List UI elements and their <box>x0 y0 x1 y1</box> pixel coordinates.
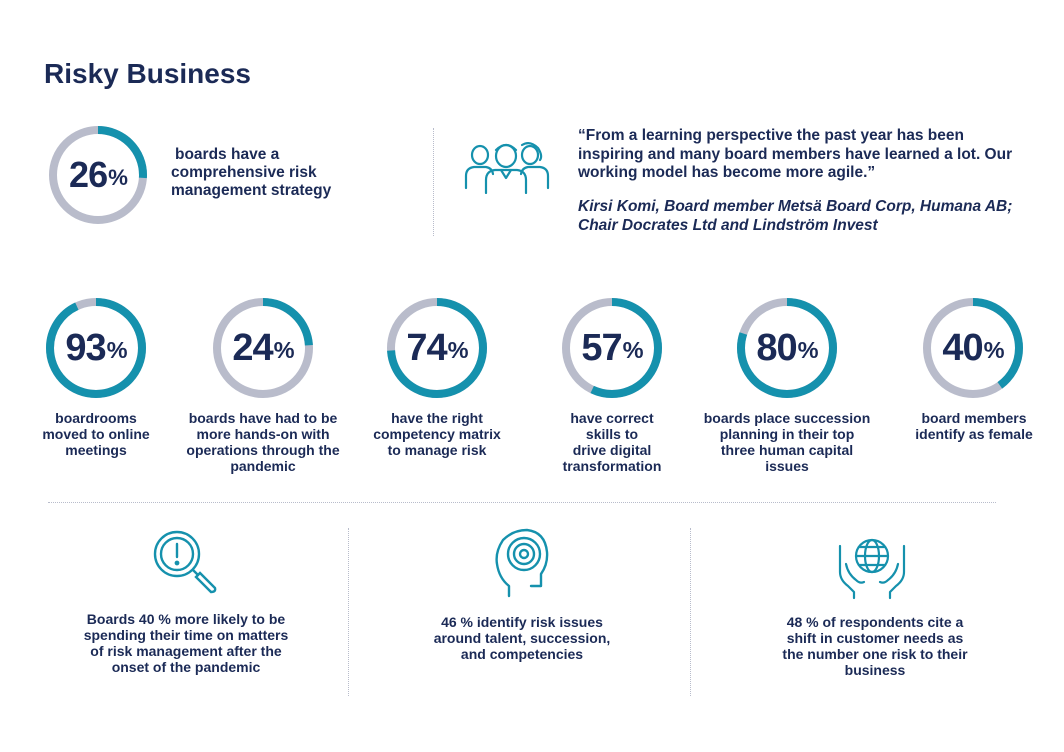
label-line: identify as female <box>915 426 1033 442</box>
label-line: meetings <box>65 442 127 458</box>
label-line: 48 % of respondents cite a <box>786 614 964 630</box>
percent-value: 93 <box>65 327 106 369</box>
percent-value: 26 <box>69 154 108 195</box>
label-line: have correct <box>570 410 654 426</box>
stat-label: boards place succession planning in thei… <box>692 410 882 474</box>
stat-ring: 40% <box>923 298 1023 398</box>
label-line: boardrooms <box>55 410 137 426</box>
label-line: around talent, succession, <box>433 630 611 646</box>
page-title: Risky Business <box>44 58 251 89</box>
percent-sign: % <box>622 337 644 364</box>
label-line: moved to online <box>42 426 150 442</box>
label-line: the number one risk to their <box>782 646 968 662</box>
label-line: more hands-on with <box>196 426 330 442</box>
ring-progress-arc <box>737 298 837 398</box>
head-target-icon <box>491 528 551 598</box>
team-people-icon <box>462 136 552 194</box>
label-line: boards have a <box>175 146 280 163</box>
label-line: of risk management after the <box>90 643 282 659</box>
percent-value: 80 <box>756 327 797 369</box>
stat-label: board members identify as female <box>898 410 1050 442</box>
percent-value: 57 <box>581 327 622 369</box>
stat-ring: 93% <box>46 298 146 398</box>
ring-progress-arc <box>46 298 146 398</box>
percent-sign: % <box>106 337 128 364</box>
label-line: shift in customer needs as <box>786 630 964 646</box>
label-line: skills to <box>585 426 639 442</box>
label-line: business <box>844 662 906 678</box>
ring-progress-arc <box>387 298 487 398</box>
ring-graphic <box>213 298 313 398</box>
label-line: comprehensive risk <box>171 164 317 181</box>
percent-value: 24 <box>232 327 273 369</box>
label-line: pandemic <box>230 458 296 474</box>
stat-label: have the right competency matrix to mana… <box>357 410 517 458</box>
label-line: management strategy <box>171 182 332 199</box>
quote-attribution: Kirsi Komi, Board member Metsä Board Cor… <box>578 198 1013 234</box>
bottom-fact: Boards 40 % more likely to be spending t… <box>66 611 306 675</box>
ring-graphic <box>387 298 487 398</box>
ring-progress-arc <box>213 298 313 398</box>
stat-ring: 74% <box>387 298 487 398</box>
stat-ring: 57% <box>562 298 662 398</box>
ring-progress-arc <box>923 298 1023 398</box>
label-line: board members <box>921 410 1027 426</box>
magnifier-exclamation-icon <box>149 526 221 598</box>
label-line: operations through the <box>186 442 340 458</box>
quote-text: “From a learning perspective the past ye… <box>578 127 1013 181</box>
stat-label: boardrooms moved to online meetings <box>16 410 176 458</box>
label-line: spending their time on matters <box>83 627 289 643</box>
stat-label: boards have had to be more hands-on with… <box>168 410 358 474</box>
label-line: 46 % identify risk issues <box>441 614 603 630</box>
stat-label: have correct skills to drive digital tra… <box>532 410 692 474</box>
percent-value: 40 <box>942 327 983 369</box>
ring-graphic <box>46 298 146 398</box>
label-line: have the right <box>391 410 483 426</box>
label-line: boards place succession <box>703 410 871 426</box>
hands-globe-icon <box>834 536 910 600</box>
label-line: drive digital <box>572 442 652 458</box>
label-line: three human capital <box>720 442 854 458</box>
label-line: onset of the pandemic <box>111 659 261 675</box>
ring-graphic <box>737 298 837 398</box>
percent-sign: % <box>108 164 128 190</box>
stat-ring: 80% <box>737 298 837 398</box>
label-line: issues <box>765 458 809 474</box>
percent-sign: % <box>797 337 819 364</box>
ring-progress-arc <box>562 298 662 398</box>
divider <box>48 502 996 503</box>
bottom-fact: 46 % identify risk issues around talent,… <box>412 614 632 662</box>
percent-value: 74 <box>406 327 447 369</box>
divider <box>348 528 349 696</box>
ring-progress-arc <box>49 126 147 224</box>
divider <box>433 128 434 236</box>
percent-sign: % <box>447 337 469 364</box>
bottom-fact: 48 % of respondents cite a shift in cust… <box>760 614 990 678</box>
divider <box>690 528 691 696</box>
label-line: and competencies <box>460 646 584 662</box>
ring-graphic <box>49 126 147 224</box>
stat-ring: 26% <box>49 126 147 224</box>
label-line: boards have had to be <box>188 410 338 426</box>
label-line: transformation <box>562 458 662 474</box>
percent-sign: % <box>983 337 1005 364</box>
top-stat-label: boards have a comprehensive risk managem… <box>171 146 391 200</box>
label-line: planning in their top <box>719 426 855 442</box>
percent-sign: % <box>273 337 295 364</box>
label-line: to manage risk <box>387 442 487 458</box>
stat-ring: 24% <box>213 298 313 398</box>
ring-graphic <box>562 298 662 398</box>
label-line: Boards 40 % more likely to be <box>86 611 286 627</box>
ring-graphic <box>923 298 1023 398</box>
label-line: competency matrix <box>373 426 501 442</box>
